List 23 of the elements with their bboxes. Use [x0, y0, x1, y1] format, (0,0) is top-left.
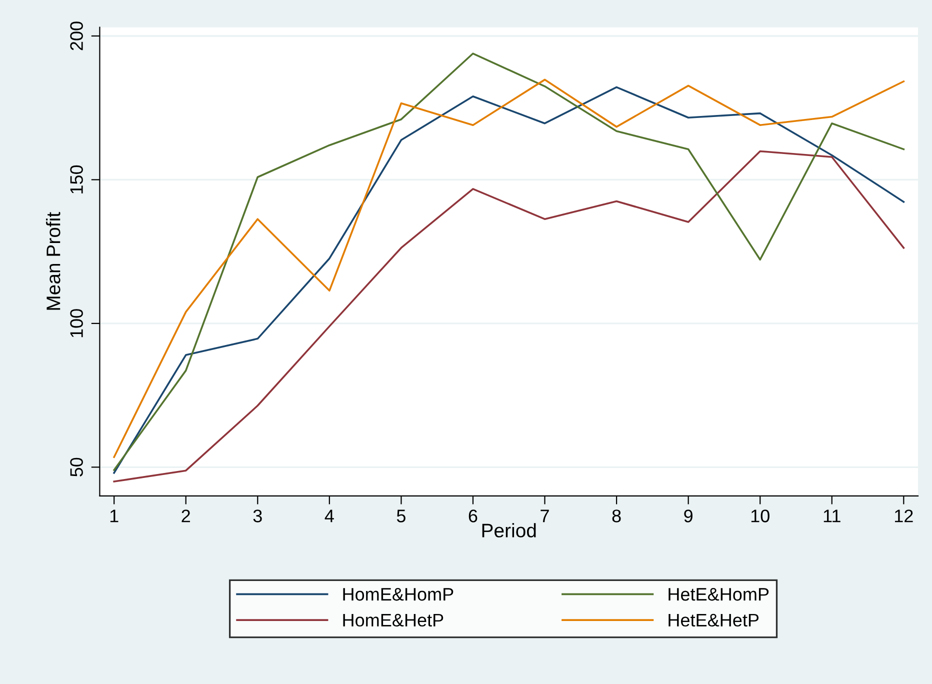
- x-tick-label: 8: [612, 510, 621, 522]
- x-tick-label: 4: [324, 510, 334, 522]
- x-axis-title: Period: [482, 523, 536, 538]
- x-tick-label: 9: [684, 510, 692, 522]
- x-tick-label: 1: [110, 510, 118, 522]
- x-tick-label: 7: [540, 510, 549, 522]
- y-tick-label: 100: [70, 309, 83, 338]
- x-tick-label: 10: [751, 510, 770, 522]
- x-tick-label: 2: [182, 510, 190, 522]
- x-tick-label: 6: [468, 510, 478, 522]
- x-tick-label: 3: [253, 510, 262, 522]
- x-tick-label: 12: [895, 510, 913, 522]
- y-tick-label: 200: [70, 22, 83, 50]
- legend-label: HomE&HetP: [343, 614, 444, 627]
- y-tick-label: 150: [70, 165, 83, 194]
- y-axis-title: Mean Profit: [46, 212, 60, 310]
- y-tick-label: 50: [70, 458, 83, 476]
- x-tick-label: 5: [396, 510, 406, 522]
- line-series: [113, 150, 905, 482]
- legend-label: HetE&HomP: [668, 588, 769, 601]
- legend-label: HetE&HetP: [668, 614, 759, 627]
- legend-label: HomE&HomP: [343, 588, 454, 601]
- x-tick-label: 11: [824, 510, 840, 522]
